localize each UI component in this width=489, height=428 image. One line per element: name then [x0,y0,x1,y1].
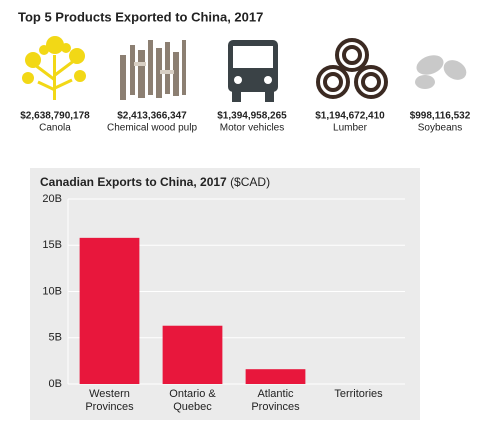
x-tick-label-box: Atlantic Provinces [251,388,300,413]
product-value: $1,194,672,410 [315,111,385,122]
x-tick-label-box: Ontario & Quebec [169,388,216,413]
wood-pulp-icon [120,40,186,100]
x-tick-label-box: Western Provinces [85,388,134,413]
product-label: Lumber [333,123,368,134]
product-label: Chemical wood pulp [107,123,197,134]
product-label: Soybeans [418,123,462,134]
product-label: Motor vehicles [220,123,284,134]
lumber-icon [316,38,388,99]
bar [245,369,306,384]
chart-subtitle: ($CAD) [230,175,270,189]
x-tick-label-box: Territories [334,388,383,400]
y-tick-label: 20B [42,193,62,205]
chart-title: Canadian Exports to China, 2017 ($CAD) [40,175,270,189]
bar [79,237,140,384]
x-tick-label: Atlantic Provinces [251,388,300,413]
bar [162,325,223,384]
product-value: $998,116,532 [410,111,471,122]
y-tick-label: 0B [49,378,62,390]
product-value: $2,413,366,347 [117,111,187,122]
y-tick-label: 5B [49,332,62,344]
soybeans-icon [415,55,467,89]
y-tick-label: 15B [42,239,62,251]
x-tick-label: Western Provinces [85,388,134,413]
truck-icon [228,40,278,102]
x-tick-label: Territories [334,388,383,400]
chart-title-main: Canadian Exports to China, 2017 [40,175,227,189]
product-value: $1,394,958,265 [217,111,287,122]
canola-icon [22,36,86,100]
y-tick-label: 10B [42,285,62,297]
product-label: Canola [39,123,71,134]
product-value: $2,638,790,178 [20,111,90,122]
products-title: Top 5 Products Exported to China, 2017 [18,9,263,24]
x-tick-label: Ontario & Quebec [169,388,216,413]
